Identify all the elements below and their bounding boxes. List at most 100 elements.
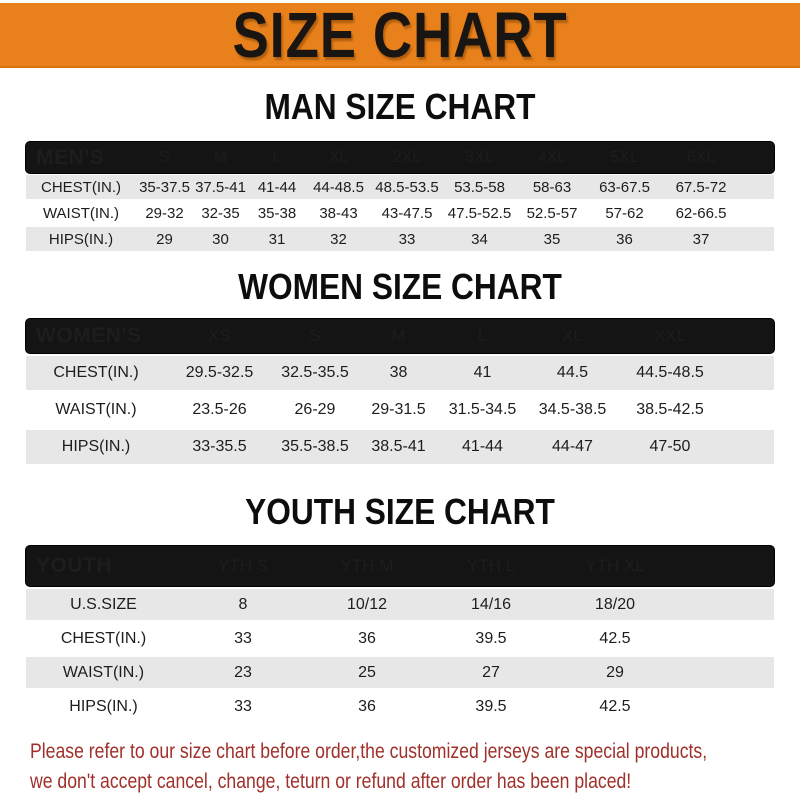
- cell-value: 41: [473, 364, 492, 381]
- row-label: CHEST(IN.): [41, 178, 121, 196]
- table-row: WAIST(IN.) 29-32 32-35 35-38 38-43 43-47.5 47.…: [26, 201, 774, 225]
- column-header: XS: [208, 326, 231, 345]
- cell-value: 39.5: [475, 697, 507, 715]
- cell-value: 38-43: [319, 204, 358, 222]
- cell-value: 57-62: [605, 204, 644, 222]
- youth-section-heading-text: YOUTH SIZE CHART: [245, 491, 555, 532]
- women-section-heading: WOMEN SIZE CHART: [0, 267, 800, 307]
- men-section-heading: MAN SIZE CHART: [0, 87, 800, 127]
- cell-value: 29-32: [145, 204, 184, 222]
- cell-value: 44-48.5: [313, 178, 364, 196]
- men-size-table: MEN'S S M L XL 2XL 3XL 4XL 5XL 6XL CHEST(IN.) 35-37…: [26, 142, 774, 251]
- column-header: XL: [562, 326, 583, 345]
- cell-value: 32-35: [201, 204, 240, 222]
- cell-value: 23.5-26: [192, 401, 247, 418]
- table-row: HIPS(IN.) 33 36 39.5 42.5: [26, 691, 774, 722]
- cell-value: 29.5-32.5: [185, 364, 254, 381]
- row-label: WAIST(IN.): [42, 204, 120, 222]
- column-header: M: [213, 148, 228, 166]
- column-header: L: [477, 326, 488, 345]
- row-label: WAIST(IN.): [55, 401, 137, 418]
- cell-value: 29-31.5: [371, 401, 426, 418]
- cell-value: 63-67.5: [599, 178, 650, 196]
- table-row: CHEST(IN.) 33 36 39.5 42.5: [26, 623, 774, 654]
- banner-title: SIZE CHART: [232, 0, 568, 71]
- row-label: CHEST(IN.): [53, 364, 139, 381]
- cell-value: 31: [268, 230, 286, 248]
- cell-value: 30: [212, 230, 229, 248]
- table-header-label: WOMEN'S: [36, 324, 142, 347]
- column-header: S: [309, 326, 321, 345]
- cell-value: 14/16: [470, 595, 512, 613]
- cell-value: 34: [471, 230, 488, 248]
- table-row: HIPS(IN.) 29 30 31 32 33 34 35 36 37: [26, 227, 774, 251]
- disclaimer-note: Please refer to our size chart before or…: [30, 736, 800, 796]
- table-header-label: YOUTH: [36, 554, 112, 577]
- size-chart-banner: SIZE CHART: [0, 0, 800, 71]
- women-section-heading-text: WOMEN SIZE CHART: [238, 266, 562, 307]
- table-header-label: MEN'S: [36, 145, 105, 169]
- column-header: 5XL: [610, 148, 639, 166]
- disclaimer-line-2: we don't accept cancel, change, teturn o…: [30, 769, 632, 793]
- cell-value: 47.5-52.5: [447, 204, 512, 222]
- cell-value: 35: [543, 230, 561, 248]
- cell-value: 35.5-38.5: [281, 438, 349, 455]
- column-header: YTH XL: [585, 556, 645, 575]
- cell-value: 31.5-34.5: [448, 401, 517, 418]
- cell-value: 33: [398, 230, 416, 248]
- cell-value: 27: [482, 663, 500, 681]
- disclaimer-line-1: Please refer to our size chart before or…: [30, 739, 708, 763]
- cell-value: 33: [234, 629, 252, 647]
- table-header-row: MEN'S S M L XL 2XL 3XL 4XL 5XL 6XL: [26, 142, 774, 173]
- cell-value: 42.5: [599, 697, 631, 715]
- cell-value: 52.5-57: [526, 204, 578, 222]
- cell-value: 53.5-58: [454, 178, 505, 196]
- cell-value: 44.5: [556, 364, 589, 381]
- cell-value: 62-66.5: [675, 204, 727, 222]
- cell-value: 44-47: [552, 438, 593, 455]
- cell-value: 35-37.5: [139, 178, 190, 196]
- column-header: S: [159, 148, 170, 166]
- column-header: 2XL: [392, 148, 422, 166]
- column-header: M: [391, 326, 406, 345]
- cell-value: 29: [606, 663, 624, 681]
- cell-value: 47-50: [649, 438, 691, 455]
- table-row: WAIST(IN.) 23.5-26 26-29 29-31.5 31.5-34.5 34…: [26, 393, 774, 427]
- cell-value: 38.5-41: [371, 438, 426, 455]
- table-row: HIPS(IN.) 33-35.5 35.5-38.5 38.5-41 41-44 44-…: [26, 430, 774, 464]
- cell-value: 58-63: [532, 178, 572, 196]
- cell-value: 33: [234, 697, 252, 715]
- cell-value: 10/12: [346, 595, 388, 613]
- column-header: YTH S: [217, 556, 269, 575]
- youth-size-table: YOUTH YTH S YTH M YTH L YTH XL U.S.SIZE 8 10/12…: [26, 546, 774, 722]
- cell-value: 35-38: [257, 204, 297, 222]
- women-size-table: WOMEN'S XS S M L XL XXL CHEST(IN.) 29.5-32.5 32.5…: [26, 319, 774, 464]
- cell-value: 33-35.5: [192, 438, 247, 455]
- table-row: CHEST(IN.) 35-37.5 37.5-41 41-44 44-48.5 48.5…: [26, 175, 774, 199]
- row-label: U.S.SIZE: [70, 595, 137, 613]
- cell-value: 38.5-42.5: [636, 401, 704, 418]
- table-row: WAIST(IN.) 23 25 27 29: [26, 657, 774, 688]
- table-row: U.S.SIZE 8 10/12 14/16 18/20: [26, 589, 774, 620]
- cell-value: 44.5-48.5: [636, 364, 704, 381]
- cell-value: 34.5-38.5: [538, 401, 607, 418]
- cell-value: 25: [358, 663, 376, 681]
- table-header-row: YOUTH YTH S YTH M YTH L YTH XL: [26, 546, 774, 586]
- cell-value: 32.5-35.5: [281, 364, 349, 381]
- column-header: XL: [328, 148, 349, 166]
- row-label: HIPS(IN.): [61, 438, 131, 455]
- column-header: XXL: [653, 326, 687, 345]
- cell-value: 43-47.5: [381, 204, 433, 222]
- column-header: L: [272, 148, 282, 166]
- cell-value: 23: [234, 663, 252, 681]
- column-header: 3XL: [465, 148, 494, 166]
- cell-value: 8: [238, 595, 248, 613]
- cell-value: 18/20: [594, 595, 636, 613]
- cell-value: 37: [692, 230, 710, 248]
- cell-value: 29: [156, 230, 173, 248]
- cell-value: 41-44: [462, 438, 503, 455]
- cell-value: 26-29: [294, 401, 336, 418]
- youth-size-chart-section: YOUTH SIZE CHART YOUTH YTH S YTH M YTH L YTH…: [0, 492, 800, 722]
- column-header: 4XL: [537, 148, 567, 166]
